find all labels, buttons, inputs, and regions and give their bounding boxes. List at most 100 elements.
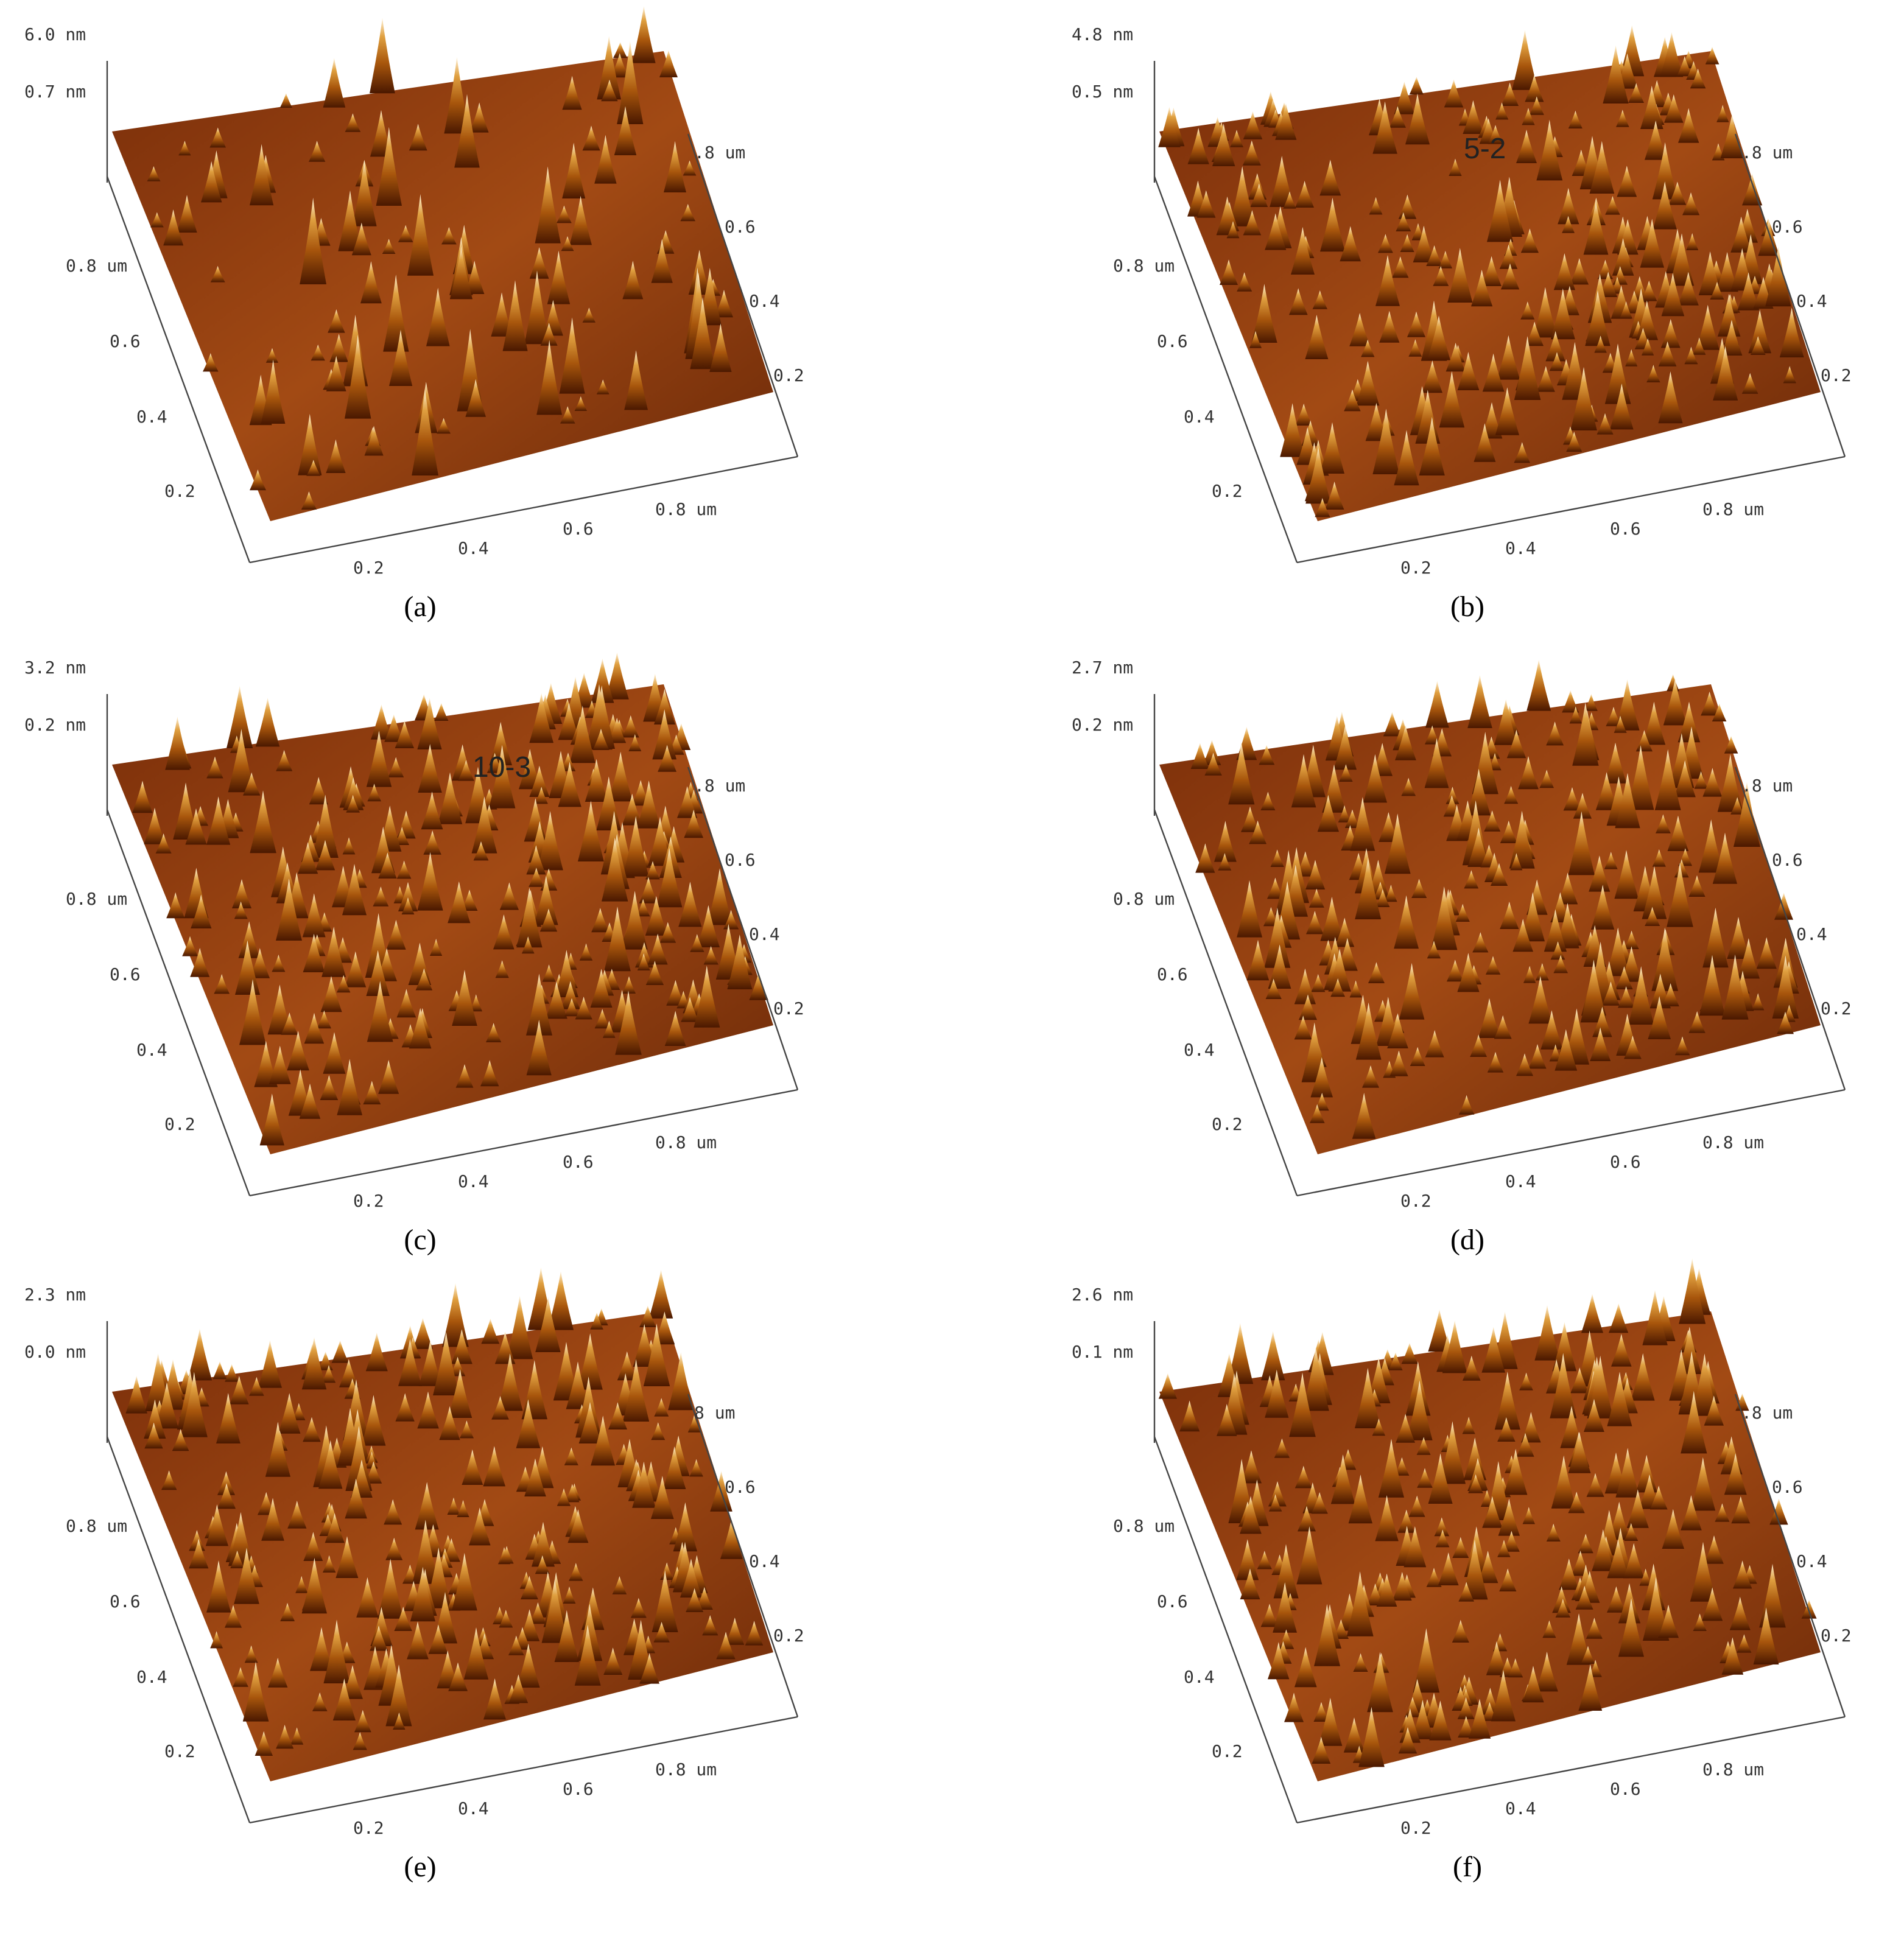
surface-peak [1606, 707, 1621, 726]
surface-peak [437, 418, 451, 434]
surface-peak [276, 1725, 294, 1749]
surface-peak [491, 1396, 509, 1420]
y-tick-label: 0.2 [773, 1626, 804, 1646]
surface-peak [189, 1538, 209, 1569]
surface-peak [1525, 321, 1544, 346]
surface-peak [645, 861, 660, 880]
surface-peak [213, 1361, 227, 1380]
surface-peak [526, 845, 546, 875]
surface-peak [1243, 140, 1261, 166]
y-tick-label: 0.6 [1157, 331, 1188, 351]
surface-peak [1568, 1492, 1585, 1513]
surface-peak [417, 1391, 439, 1429]
x-tick-label: 0.2 [353, 558, 384, 578]
surface-peak [1664, 94, 1684, 123]
surface-peak [1721, 1637, 1744, 1675]
surface-peak [385, 1664, 412, 1727]
surface-peak [1396, 1414, 1415, 1443]
surface-peak [1394, 430, 1419, 486]
surface-peak [306, 460, 321, 476]
surface-peak [434, 703, 449, 721]
surface-peak [688, 250, 711, 295]
surface-peak [1514, 442, 1530, 463]
surface-peak [723, 910, 739, 930]
axis-line [1296, 1716, 1846, 1824]
x-tick-label: 0.2 [353, 1818, 384, 1838]
surface-peak [228, 729, 255, 793]
surface-peak [590, 969, 613, 1008]
afm-panel: 2.3 nm 0.0 nm 8 um 0.6 0.4 0.2 0.8 um 0.6 0.4 0.2… [24, 1267, 804, 1883]
axis-line [1296, 1089, 1846, 1197]
surface-peak [1514, 336, 1541, 400]
surface-peak [1774, 893, 1793, 920]
surface-peak [150, 212, 164, 228]
surface-peak [1628, 966, 1654, 1025]
surface-peak [1294, 1015, 1312, 1040]
surface-peak [1425, 1030, 1444, 1057]
surface-peak [690, 297, 715, 370]
surface-peak [1681, 1495, 1702, 1531]
surface-peak [1195, 843, 1215, 873]
surface-peak [1267, 877, 1284, 899]
surface-peak [1196, 190, 1216, 218]
surface-peak [342, 837, 356, 855]
surface-peak [189, 1530, 205, 1551]
surface-peak [1416, 1437, 1431, 1455]
surface-peak [547, 1271, 574, 1330]
surface-peak [526, 973, 552, 1036]
surface-peak [1503, 1531, 1520, 1552]
surface-peak [1289, 1372, 1316, 1437]
surface-peak [1589, 141, 1615, 194]
surface-peak [312, 1692, 328, 1711]
surface-peak [1730, 797, 1744, 815]
surface-peak [1618, 1372, 1633, 1390]
surface-peak [1499, 1568, 1517, 1591]
surface-peak [1375, 255, 1400, 306]
surface-peak [300, 197, 326, 284]
surface-peak [1558, 872, 1578, 905]
surface-peak [1635, 1454, 1657, 1493]
surface-peak [187, 1328, 213, 1381]
surface-peak [1243, 210, 1262, 236]
surface-peak [1268, 944, 1291, 989]
surface-peak [1769, 1498, 1788, 1525]
surface-peak [304, 1012, 325, 1044]
surface-peak [1468, 1699, 1491, 1739]
surface-peak [569, 195, 592, 245]
surface-peak [1520, 892, 1545, 942]
surface-peak [577, 1333, 603, 1390]
surface-peak [1718, 293, 1741, 337]
surface-peak [301, 491, 317, 510]
surface-peak [562, 75, 582, 110]
surface-peak [1491, 1669, 1516, 1722]
surface-peak [541, 1579, 568, 1643]
surface-peak [1589, 1660, 1602, 1677]
surface-peak [1470, 1034, 1487, 1057]
surface-peak [206, 1560, 231, 1613]
surface-peak [1553, 955, 1568, 973]
surface-peak [430, 939, 443, 956]
surface-peak [354, 1710, 371, 1733]
surface-peak [343, 777, 364, 810]
surface-peak [560, 752, 576, 771]
x-tick-label: 0.8 um [655, 1759, 717, 1780]
surface-peak [321, 927, 346, 977]
surface-peak [326, 439, 346, 473]
y-tick-label: 0.6 [1157, 964, 1188, 984]
surface-peak [1702, 768, 1723, 797]
surface-peak [1482, 353, 1505, 392]
surface-peak [421, 791, 443, 830]
surface-peak [561, 981, 580, 1009]
surface-peak [645, 961, 664, 985]
afm-panel: 3.2 nm 0.2 nm .8 um 0.6 0.4 0.2 0.8 um 0.6 0.4 0.… [24, 652, 804, 1256]
surface-peak [1702, 1587, 1723, 1621]
surface-peak [613, 42, 628, 58]
surface-peak [315, 840, 335, 871]
surface-peak [539, 908, 558, 932]
surface-peak [323, 1619, 350, 1683]
surface-peak [1486, 956, 1501, 975]
surface-peak [633, 1324, 656, 1367]
surface-peak [1677, 701, 1701, 743]
surface-peak [1604, 852, 1618, 869]
surface-peak [636, 899, 650, 917]
